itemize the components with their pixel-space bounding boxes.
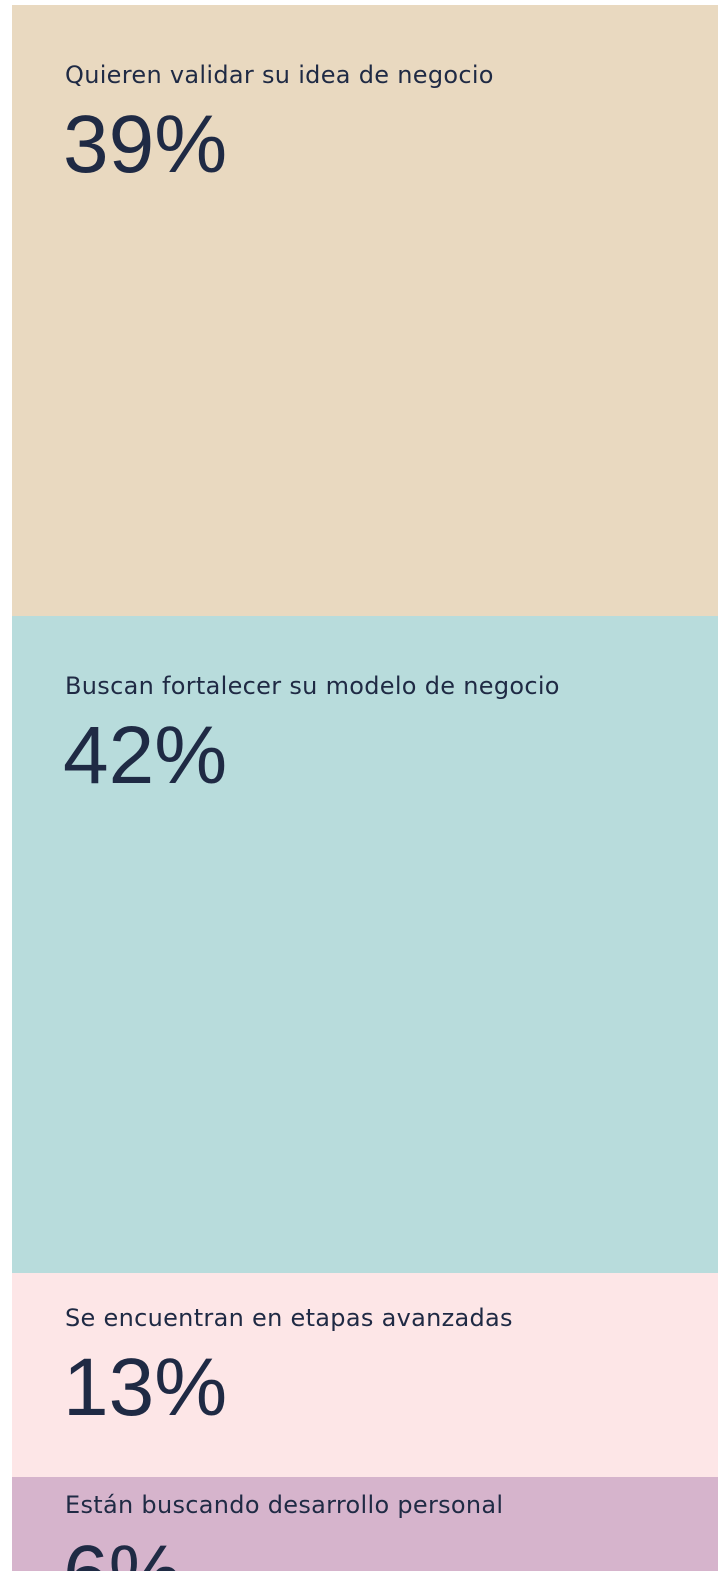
value-label: 13% [63,1342,228,1434]
category-label: Están buscando desarrollo personal [65,1491,504,1520]
block: Están buscando desarrollo personal 6% [12,1477,718,1571]
value-label: 42% [63,709,228,801]
block: Se encuentran en etapas avanzadas 13% [12,1273,718,1478]
category-label: Quieren validar su idea de negocio [65,61,494,89]
category-label: Se encuentran en etapas avanzadas [65,1304,513,1333]
category-label: Buscan fortalecer su modelo de negocio [65,671,560,700]
value-label: 39% [63,99,228,190]
block: Quieren validar su idea de negocio 39% [12,5,718,616]
value-label: 6% [63,1534,182,1571]
stacked-chart: Quieren validar su idea de negocio 39% Bus… [12,5,718,1571]
block: Buscan fortalecer su modelo de negocio 42… [12,615,718,1274]
